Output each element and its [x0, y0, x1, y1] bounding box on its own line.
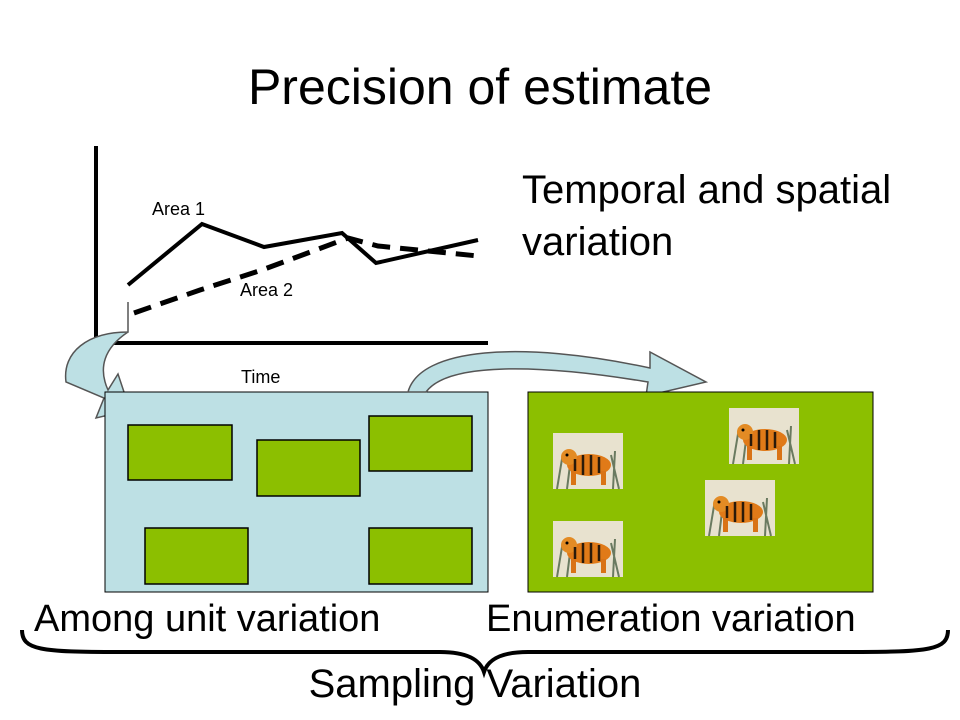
- curved-arrow-left: [64, 302, 131, 420]
- sample-unit: [368, 415, 473, 472]
- slide-title: Precision of estimate: [247, 59, 713, 115]
- sampling-label: Sampling Variation: [308, 662, 642, 706]
- area1-label: Area 1: [152, 199, 206, 219]
- tiger-image: [727, 406, 801, 466]
- tiger-image: [551, 431, 625, 491]
- sample-unit: [127, 424, 233, 481]
- area2-line: [133, 235, 479, 316]
- variation-label: Temporal and spatial variation: [522, 168, 892, 264]
- tiger-image: [703, 478, 777, 538]
- sample-unit: [256, 439, 361, 497]
- curved-arrow-right: [407, 350, 709, 397]
- among-unit-label: Among unit variation: [34, 598, 381, 640]
- tiger-image: [551, 519, 625, 579]
- enumeration-label: Enumeration variation: [486, 598, 856, 640]
- time-axis-label: Time: [241, 367, 281, 387]
- sample-unit: [144, 527, 249, 585]
- curly-brace: [20, 629, 950, 679]
- area1-line: [126, 221, 479, 287]
- sample-unit: [368, 527, 473, 585]
- area2-label: Area 2: [240, 280, 294, 300]
